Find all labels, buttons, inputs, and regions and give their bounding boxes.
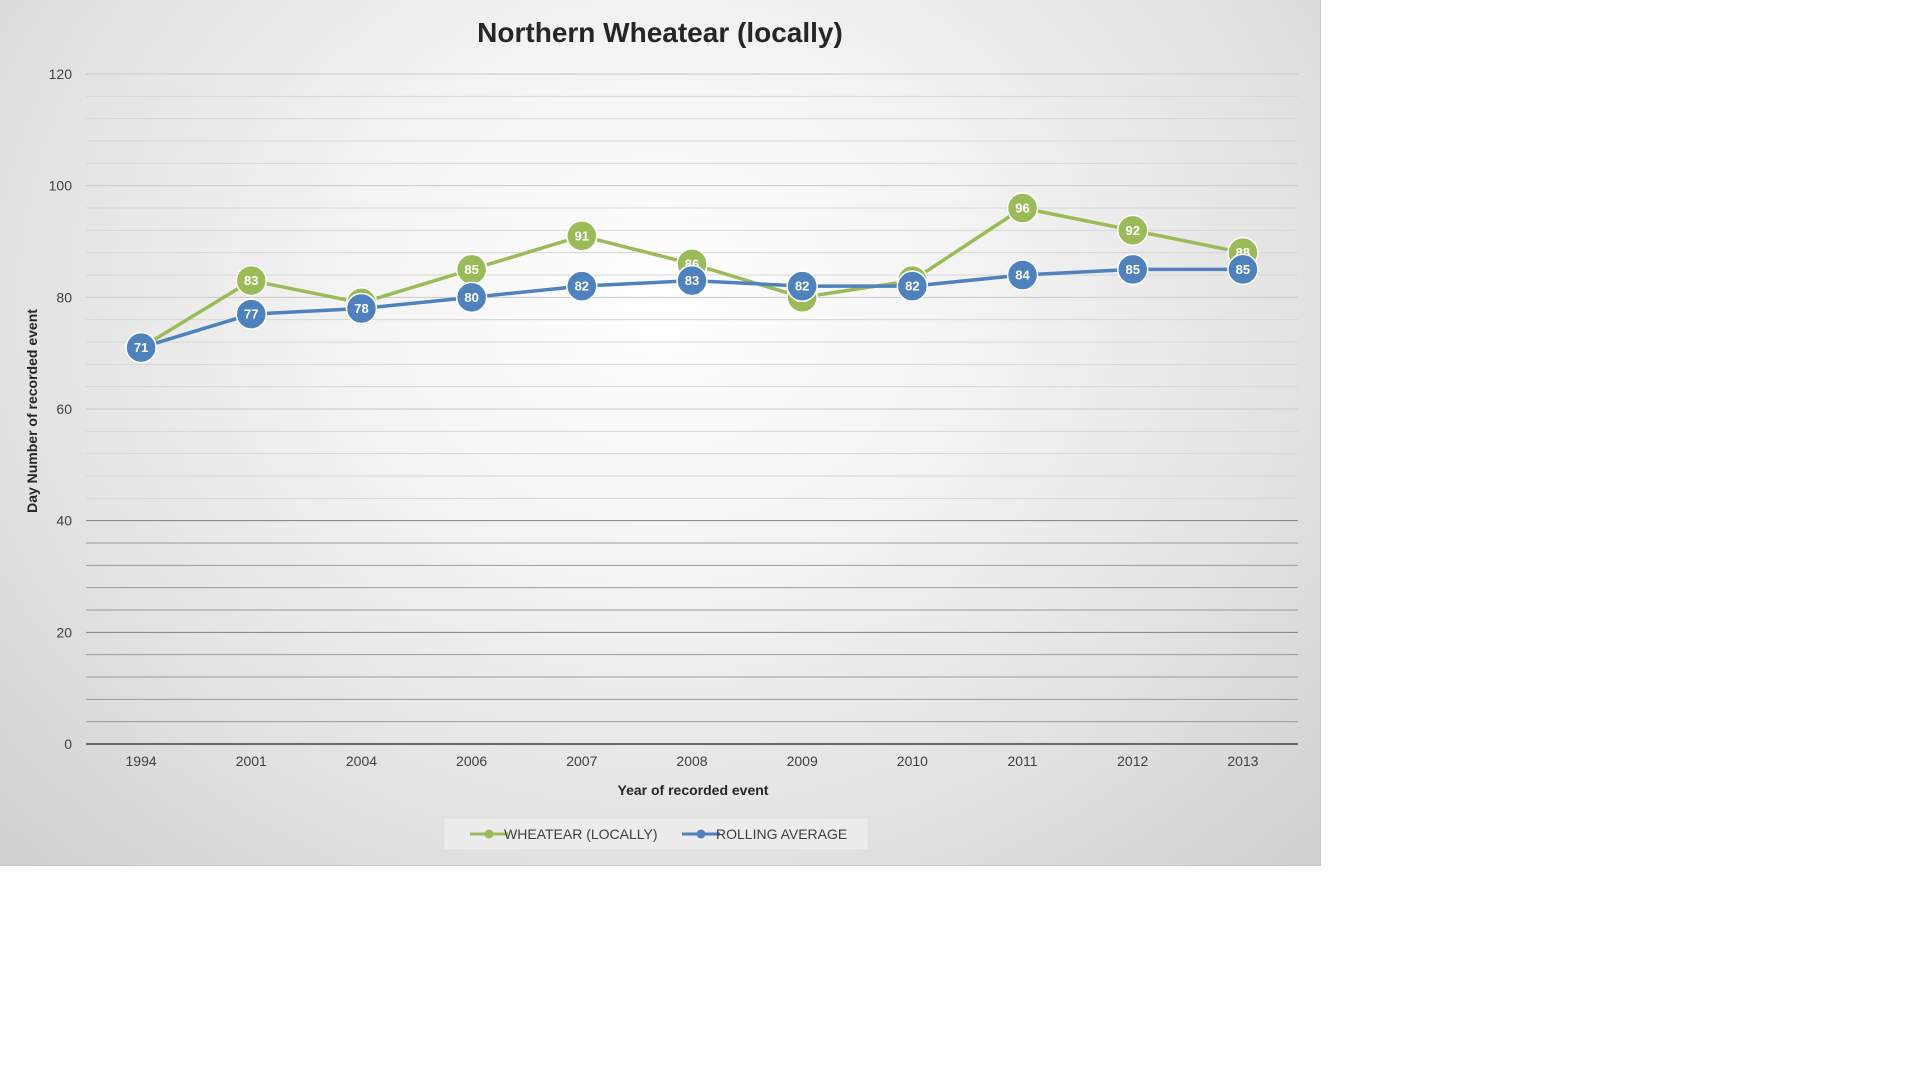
- data-point: [566, 220, 598, 252]
- data-point: [455, 281, 488, 314]
- y-tick-label: 40: [56, 513, 72, 529]
- data-label: 82: [905, 279, 919, 294]
- data-label: 78: [354, 301, 368, 316]
- data-point: [1116, 253, 1149, 286]
- chart-title: Northern Wheatear (locally): [477, 17, 843, 48]
- data-point: [1116, 214, 1149, 247]
- y-tick-label: 20: [56, 624, 72, 640]
- data-point: [1006, 192, 1039, 224]
- data-label: 71: [134, 340, 148, 355]
- data-point: [566, 270, 598, 302]
- y-tick-label: 120: [49, 66, 73, 82]
- x-tick-label: 2008: [676, 753, 707, 769]
- y-tick-label: 80: [56, 289, 72, 305]
- x-tick-label: 2007: [566, 753, 597, 769]
- data-point: [896, 270, 929, 302]
- legend-label: ROLLING AVERAGE: [716, 826, 847, 842]
- data-point: [786, 270, 818, 302]
- y-tick-label: 60: [56, 401, 72, 417]
- data-point: [1006, 259, 1039, 291]
- x-tick-label: 2006: [456, 753, 487, 769]
- data-point: [676, 264, 708, 297]
- x-axis-title: Year of recorded event: [618, 782, 769, 798]
- data-point: [235, 264, 268, 297]
- x-tick-label: 2004: [346, 753, 377, 769]
- data-label: 96: [1015, 201, 1029, 216]
- data-label: 92: [1125, 223, 1139, 238]
- data-label: 83: [685, 273, 699, 288]
- data-label: 83: [244, 273, 258, 288]
- data-label: 85: [1125, 262, 1139, 277]
- legend-box: [443, 817, 869, 851]
- data-labels: 7183798591868083969288717778808283828284…: [125, 192, 1259, 364]
- x-tick-label: 1994: [126, 753, 157, 769]
- data-label: 91: [575, 228, 589, 243]
- data-label: 82: [795, 279, 809, 294]
- data-point: [345, 292, 378, 325]
- x-tick-label: 2013: [1227, 753, 1258, 769]
- line-chart: 0 20 40 60 80 100 120 1994 2001 2004 2006 2007 2008 2…: [24, 17, 1298, 851]
- x-tick-label: 2010: [897, 753, 928, 769]
- x-tick-label: 2012: [1117, 753, 1148, 769]
- x-tick-label: 2009: [787, 753, 818, 769]
- x-tick-label: 2011: [1007, 753, 1037, 769]
- data-point: [1227, 253, 1259, 286]
- data-label: 80: [464, 290, 478, 305]
- y-axis-title: Day Number of recorded event: [24, 309, 40, 513]
- axes: 0 20 40 60 80 100 120 1994 2001 2004 2006 2007 2008 2…: [49, 66, 1298, 769]
- data-label: 77: [244, 307, 258, 322]
- legend: WHEATEAR (LOCALLY) ROLLING AVERAGE: [443, 817, 869, 851]
- data-label: 85: [1236, 262, 1250, 277]
- legend-marker: [696, 829, 706, 839]
- chart-area: 0 20 40 60 80 100 120 1994 2001 2004 2006 2007 2008 2…: [0, 0, 1321, 866]
- data-point: [125, 331, 157, 364]
- data-label: 84: [1015, 268, 1030, 283]
- data-label: 82: [575, 279, 589, 294]
- data-label: 85: [464, 262, 478, 277]
- y-tick-label: 0: [64, 736, 72, 752]
- grid-lines: [86, 73, 1298, 723]
- legend-marker: [484, 829, 494, 839]
- legend-label: WHEATEAR (LOCALLY): [504, 826, 658, 842]
- x-tick-label: 2001: [236, 753, 267, 769]
- data-point: [235, 298, 268, 330]
- y-tick-label: 100: [49, 178, 73, 194]
